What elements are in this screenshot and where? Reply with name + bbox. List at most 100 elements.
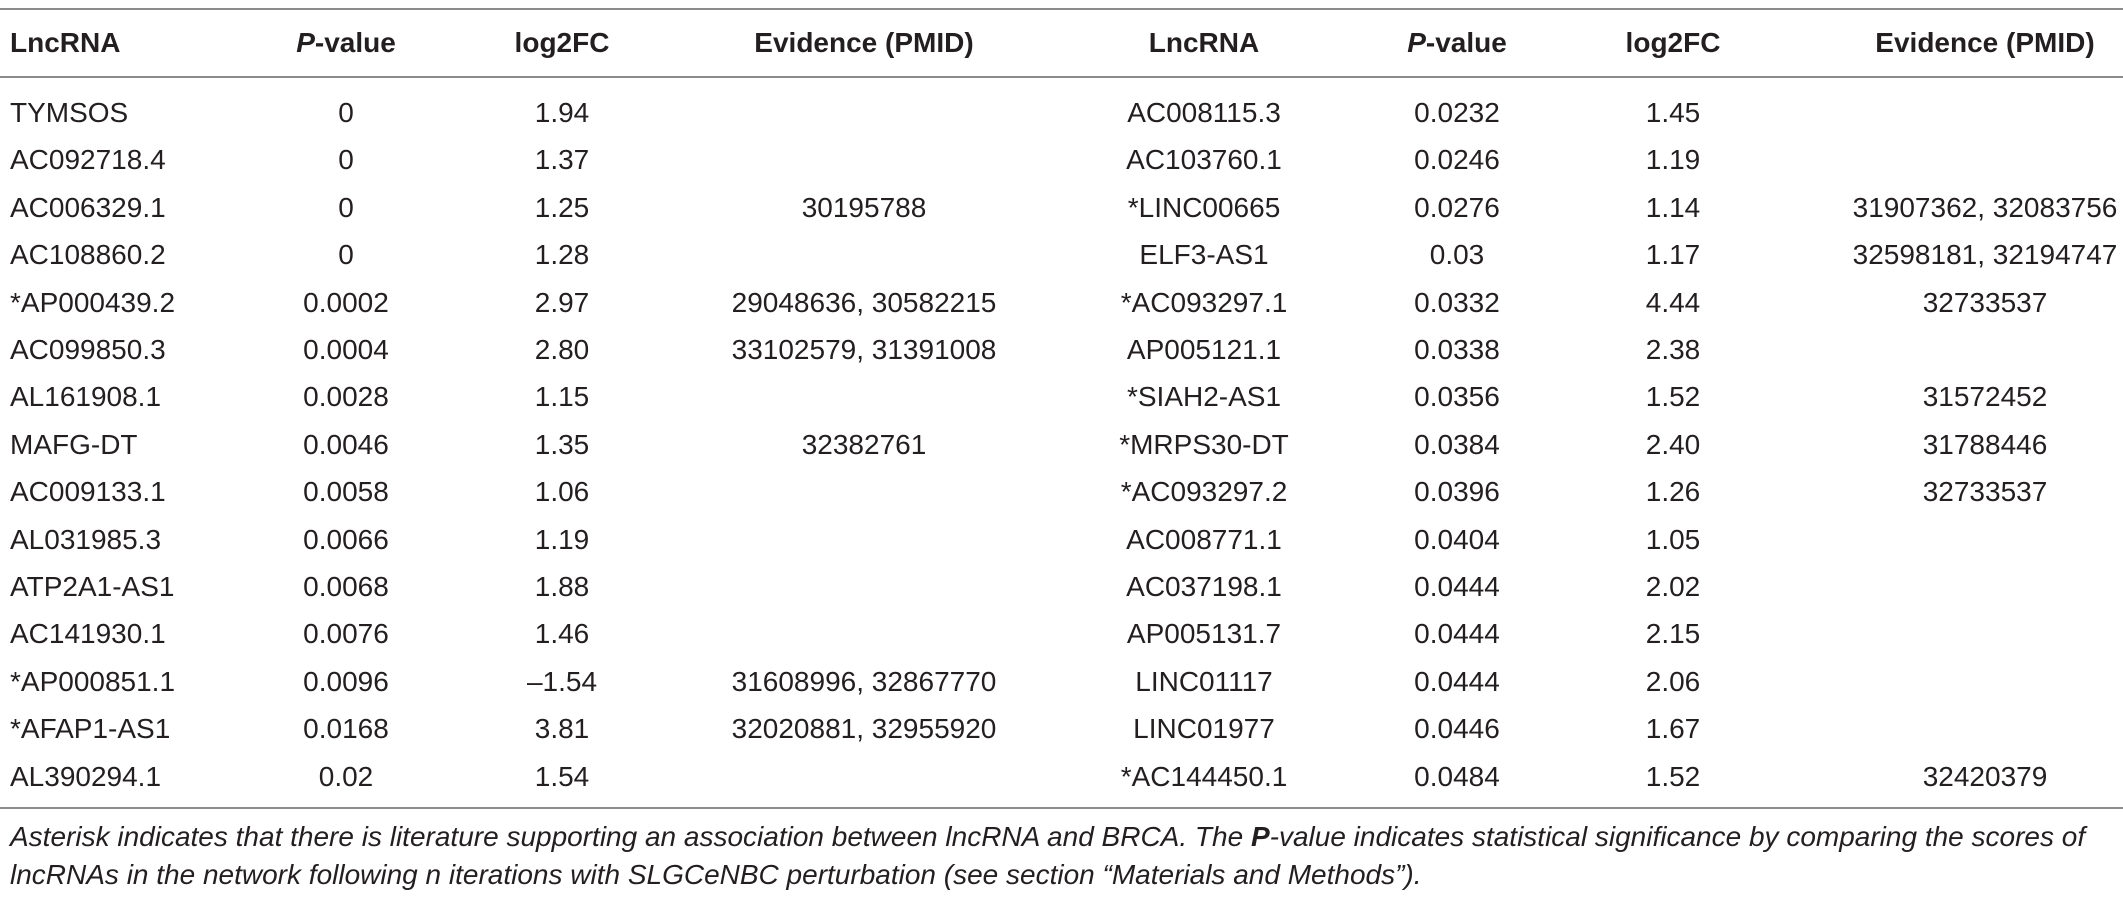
cell-log2fc-1: 1.06	[534, 476, 590, 508]
header-log2fc-2: log2FC	[1625, 27, 1721, 58]
cell-evidence-1: 30195788	[801, 191, 927, 223]
table-header: LncRNA P-value log2FC Evidence (PMID) Ln…	[0, 10, 2123, 76]
table-row: AL390294.1 0.02 1.54 *AC144450.1 0.0484 1.52 3…	[0, 753, 2123, 800]
header-pvalue-2: P-value	[1407, 19, 1507, 66]
cell-log2fc-1: 1.54	[534, 760, 590, 792]
header-pvalue-1-suffix: -value	[314, 27, 396, 58]
table-row: AC108860.2 0 1.28 ELF3-AS1 0.03 1.17 32598181,…	[0, 231, 2123, 278]
table-row: *AFAP1-AS1 0.0168 3.81 32020881, 32955920 LI…	[0, 705, 2123, 752]
cell-pvalue-1: 0.0096	[303, 665, 389, 697]
cell-pvalue-2: 0.0384	[1414, 428, 1500, 460]
cell-log2fc-1: 1.25	[534, 191, 590, 223]
table-row: AL031985.3 0.0066 1.19 AC008771.1 0.0404 1.05	[0, 516, 2123, 563]
cell-lncrna-2: AC008771.1	[1126, 523, 1282, 555]
cell-log2fc-2: 1.67	[1645, 713, 1701, 745]
cell-lncrna-2: *AC093297.2	[1120, 476, 1288, 508]
cell-log2fc-1: 1.28	[534, 239, 590, 271]
cell-log2fc-2: 2.02	[1645, 571, 1701, 602]
table-row: *AP000851.1 0.0096 –1.54 31608996, 32867770…	[0, 658, 2123, 705]
cell-log2fc-2: 1.14	[1645, 191, 1701, 223]
cell-lncrna-1: *AP000851.1	[10, 665, 176, 697]
cell-lncrna-2: *AC093297.1	[1120, 286, 1288, 318]
cell-pvalue-1: 0.0028	[303, 381, 389, 413]
header-lncrna-2: LncRNA	[1148, 27, 1260, 58]
cell-evidence-1: 32382761	[801, 428, 927, 460]
cell-pvalue-1: 0.0168	[303, 713, 389, 745]
table-footnote: Asterisk indicates that there is literat…	[10, 818, 2115, 894]
table-row: AC009133.1 0.0058 1.06 *AC093297.2 0.0396 1.2…	[0, 468, 2123, 515]
footnote-text-2: -value indicates statistical significanc…	[10, 821, 2086, 890]
cell-lncrna-1: *AFAP1-AS1	[10, 713, 171, 745]
cell-log2fc-2: 1.26	[1645, 476, 1701, 508]
cell-pvalue-2: 0.0232	[1414, 97, 1500, 128]
table-row: TYMSOS 0 1.94 AC008115.3 0.0232 1.45	[0, 89, 2123, 136]
cell-lncrna-1: AL390294.1	[10, 760, 162, 792]
cell-pvalue-1: 0	[338, 191, 354, 223]
cell-log2fc-2: 2.38	[1645, 334, 1701, 365]
table-bottom-rule	[0, 807, 2123, 809]
header-evidence-2: Evidence (PMID)	[1875, 27, 2095, 58]
cell-lncrna-2: AP005131.7	[1126, 618, 1282, 650]
cell-pvalue-1: 0	[338, 97, 354, 128]
cell-pvalue-2: 0.0444	[1414, 618, 1500, 650]
table-row: *AP000439.2 0.0002 2.97 29048636, 30582215 *…	[0, 279, 2123, 326]
cell-pvalue-1: 0.0046	[303, 428, 389, 460]
cell-log2fc-2: 2.15	[1645, 618, 1701, 650]
cell-lncrna-2: *AC144450.1	[1120, 760, 1288, 792]
cell-lncrna-1: AC099850.3	[10, 334, 166, 365]
table-row: AC141930.1 0.0076 1.46 AP005131.7 0.0444 2.15	[0, 610, 2123, 657]
cell-log2fc-1: 1.35	[534, 428, 590, 460]
cell-evidence-2: 31572452	[1922, 381, 2048, 413]
cell-lncrna-1: AC006329.1	[10, 191, 166, 223]
cell-lncrna-1: *AP000439.2	[10, 286, 176, 318]
cell-lncrna-1: MAFG-DT	[10, 428, 138, 460]
cell-log2fc-1: 1.88	[534, 571, 590, 602]
header-pvalue-2-p: P	[1407, 27, 1426, 58]
table-row: AL161908.1 0.0028 1.15 *SIAH2-AS1 0.0356 1.52…	[0, 373, 2123, 420]
cell-pvalue-2: 0.0444	[1414, 571, 1500, 602]
cell-log2fc-2: 1.19	[1645, 144, 1701, 176]
cell-log2fc-2: 1.17	[1645, 239, 1701, 271]
cell-lncrna-1: AC009133.1	[10, 476, 166, 508]
table-row: AC092718.4 0 1.37 AC103760.1 0.0246 1.19	[0, 136, 2123, 183]
cell-log2fc-2: 4.44	[1645, 286, 1701, 318]
table-row: MAFG-DT 0.0046 1.35 32382761 *MRPS30-DT 0.038…	[0, 421, 2123, 468]
cell-log2fc-2: 1.45	[1645, 97, 1701, 128]
footnote-text-1: Asterisk indicates that there is literat…	[10, 821, 1251, 852]
cell-evidence-1: 32020881, 32955920	[731, 713, 997, 745]
cell-evidence-2: 31788446	[1922, 428, 2048, 460]
table-row: AC099850.3 0.0004 2.80 33102579, 31391008 AP…	[0, 326, 2123, 373]
cell-lncrna-1: AC092718.4	[10, 144, 166, 176]
cell-pvalue-1: 0.0076	[303, 618, 389, 650]
header-log2fc-1: log2FC	[514, 27, 610, 58]
cell-lncrna-2: LINC01977	[1133, 713, 1275, 745]
cell-log2fc-1: 1.19	[534, 523, 590, 555]
cell-pvalue-1: 0.02	[318, 760, 374, 792]
cell-evidence-2: 32733537	[1922, 476, 2048, 508]
cell-log2fc-1: 3.81	[534, 713, 590, 745]
cell-pvalue-2: 0.0338	[1414, 334, 1500, 365]
cell-log2fc-1: 1.37	[534, 144, 590, 176]
cell-lncrna-1: ATP2A1-AS1	[10, 571, 175, 602]
cell-pvalue-2: 0.0276	[1414, 191, 1500, 223]
cell-log2fc-1: –1.54	[526, 665, 598, 697]
cell-lncrna-1: AL031985.3	[10, 523, 162, 555]
table-top-rule	[0, 8, 2123, 10]
cell-pvalue-2: 0.0332	[1414, 286, 1500, 318]
cell-lncrna-2: *MRPS30-DT	[1119, 428, 1289, 460]
cell-log2fc-2: 1.05	[1645, 523, 1701, 555]
cell-pvalue-1: 0	[338, 144, 354, 176]
cell-evidence-2: 31907362, 32083756	[1852, 191, 2118, 223]
table-row: AC006329.1 0 1.25 30195788 *LINC00665 0.0276 1…	[0, 184, 2123, 231]
header-lncrna-1: LncRNA	[10, 27, 121, 58]
cell-evidence-2: 32420379	[1922, 760, 2048, 792]
cell-pvalue-2: 0.03	[1429, 239, 1485, 271]
table-row: ATP2A1-AS1 0.0068 1.88 AC037198.1 0.0444 2.02	[0, 563, 2123, 610]
cell-log2fc-1: 1.15	[534, 381, 590, 413]
cell-evidence-1: 29048636, 30582215	[731, 286, 997, 318]
footnote-bold-p: P	[1250, 821, 1270, 852]
cell-log2fc-1: 1.46	[534, 618, 590, 650]
cell-log2fc-2: 1.52	[1645, 760, 1701, 792]
cell-lncrna-2: *SIAH2-AS1	[1126, 381, 1282, 413]
cell-pvalue-1: 0.0066	[303, 523, 389, 555]
